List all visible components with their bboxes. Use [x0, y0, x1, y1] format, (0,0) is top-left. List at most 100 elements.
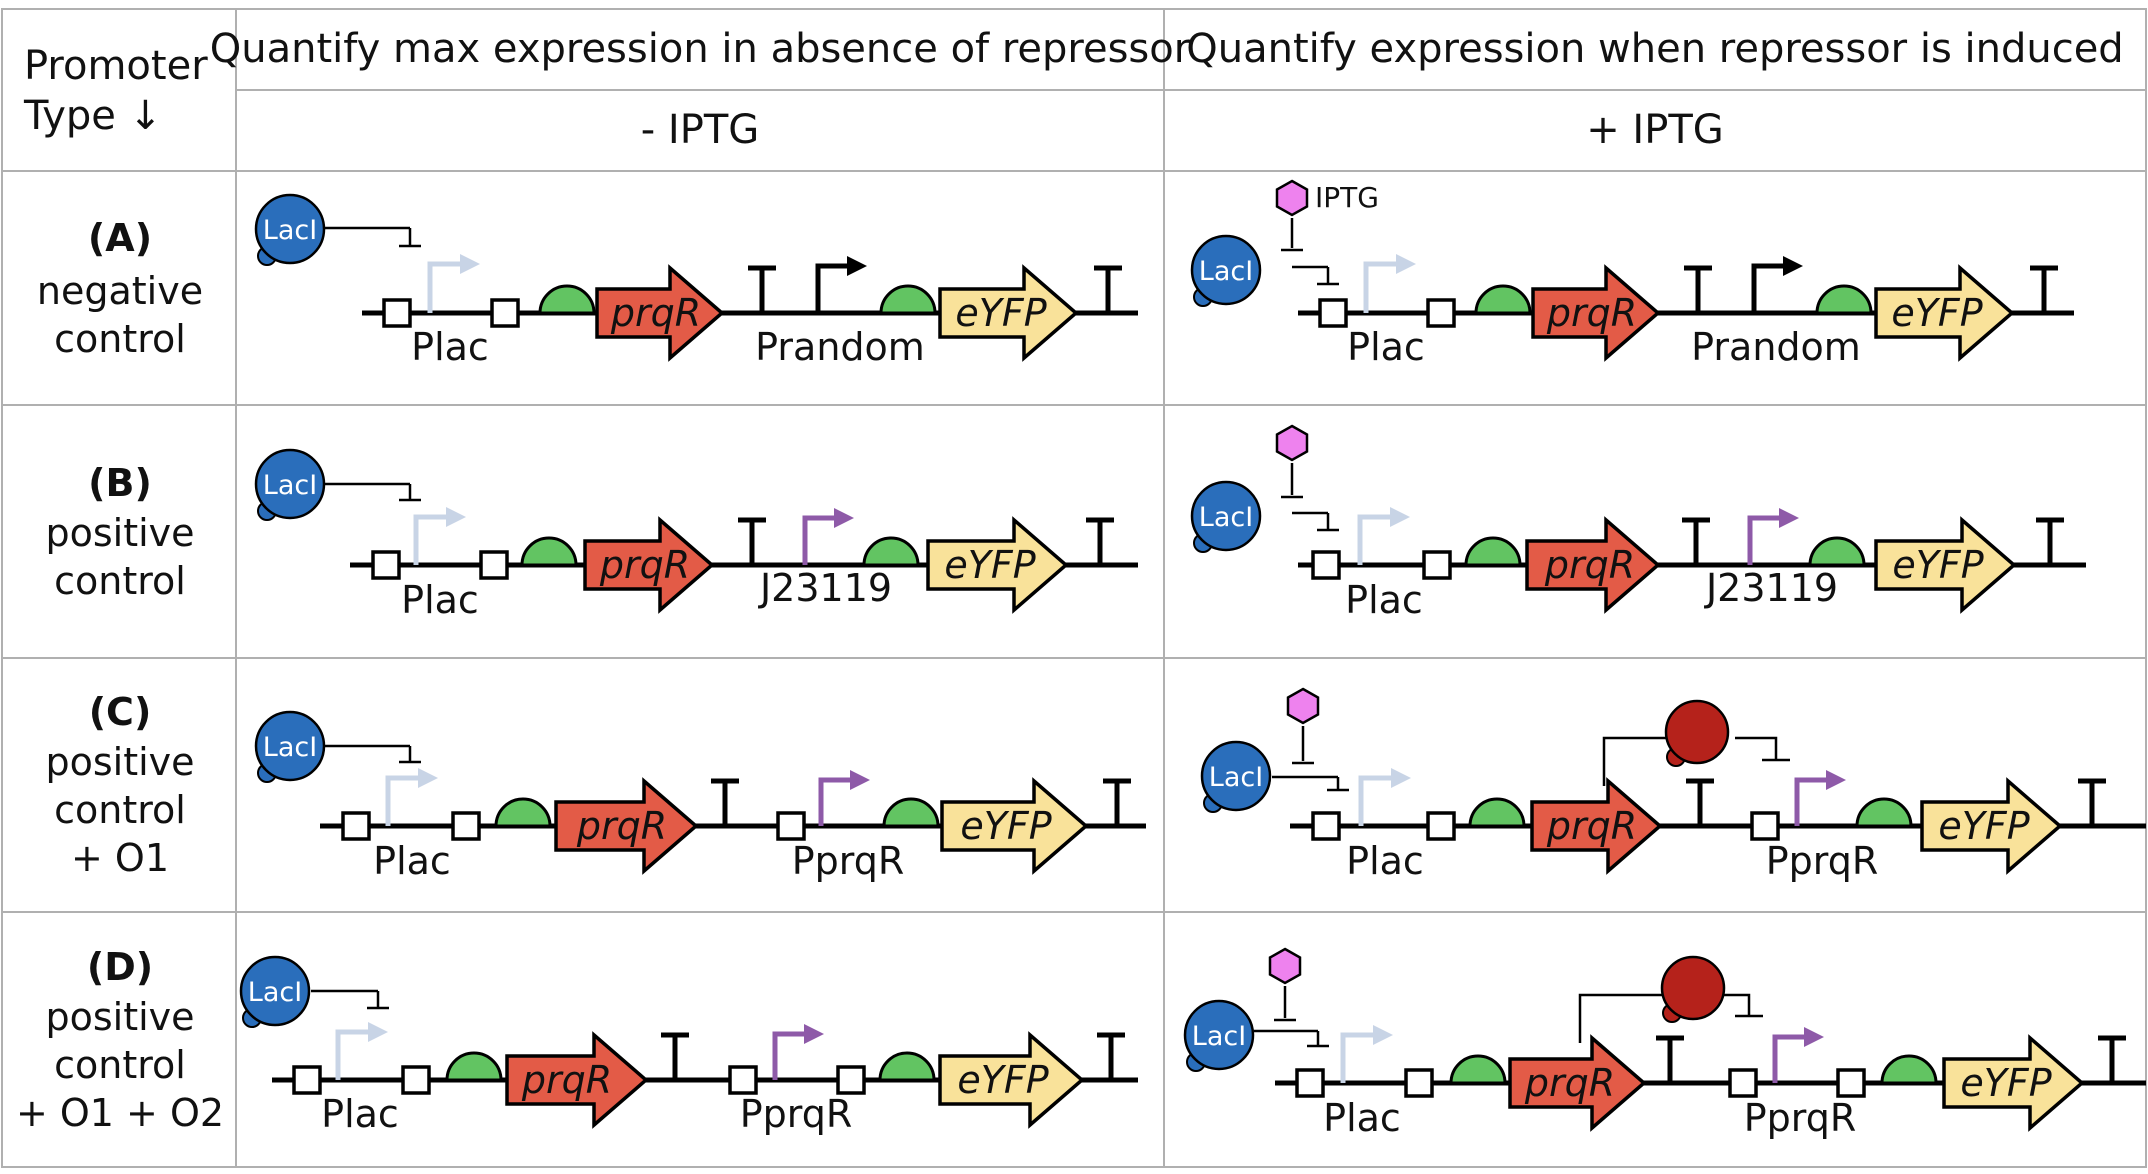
- row-d-id: (D): [87, 945, 153, 989]
- operator-box: [776, 811, 806, 841]
- operator-box: [1295, 1068, 1325, 1098]
- operator-box: [1311, 550, 1341, 580]
- laci-protein: LacI: [254, 193, 326, 266]
- pprqr-promoter-arrow: [1772, 1027, 1824, 1083]
- terminator: [661, 1032, 689, 1080]
- construct-a-minus-iptg: LacI prqR eYFP Plac Prandom: [254, 193, 1138, 369]
- laci-protein: LacI: [254, 448, 326, 521]
- laci-protein: LacI: [1200, 740, 1272, 813]
- construct-d-minus-iptg: LacI prqR eYFP Plac PprqR: [239, 955, 1138, 1136]
- prqr-gene-arrow: [595, 264, 725, 362]
- terminator: [2036, 517, 2064, 565]
- row-c-line3: + O1: [71, 836, 169, 880]
- rbs-shape: [1855, 797, 1913, 828]
- prqr-gene-arrow: [554, 777, 699, 875]
- iptg-hexagon: [1275, 424, 1309, 462]
- prqr-repression-line: [1735, 736, 1778, 760]
- row-header-line1: Promoter: [24, 43, 208, 89]
- eyfp-gene-arrow: [940, 777, 1089, 875]
- condition-minus-iptg: - IPTG: [641, 107, 760, 153]
- plac-promoter-arrow: [427, 254, 480, 313]
- terminator: [1656, 1035, 1684, 1083]
- operator-box: [1728, 1068, 1758, 1098]
- operator-box: [1426, 298, 1456, 328]
- eyfp-gene-arrow: [938, 1031, 1085, 1129]
- eyfp-gene-arrow: [1942, 1034, 2085, 1132]
- prqr-gene-label: prqR: [521, 1058, 612, 1102]
- iptg-hexagon: [1286, 687, 1320, 725]
- pprqr-promoter-arrow: [772, 1024, 824, 1080]
- prqr-gene-label: prqR: [1524, 1061, 1615, 1105]
- operator-box: [479, 550, 509, 580]
- rbs-shape: [1880, 1054, 1938, 1085]
- plac-label: Plac: [1323, 1096, 1401, 1140]
- prandom-label: Prandom: [755, 325, 925, 369]
- terminator: [2098, 1035, 2126, 1083]
- operator-box: [341, 811, 371, 841]
- construct-c-minus-iptg: LacI prqR eYFP Plac PprqR: [254, 710, 1146, 883]
- pprqr-label: PprqR: [792, 839, 905, 883]
- prqr-gene-label: prqR: [610, 291, 701, 335]
- operator-box: [451, 811, 481, 841]
- construct-c-plus-iptg: LacI prqR eYFP Plac PprqR: [1200, 687, 2146, 883]
- prandom-promoter-arrow: [815, 256, 867, 313]
- plac-promoter-arrow: [1358, 768, 1411, 826]
- laci-protein: LacI: [1183, 999, 1255, 1072]
- rbs-shape: [1808, 536, 1866, 567]
- rbs-shape: [1815, 284, 1873, 315]
- rbs-shape: [494, 797, 552, 828]
- plac-label: Plac: [1345, 578, 1423, 622]
- eyfp-gene-label: eYFP: [955, 291, 1046, 335]
- pprqr-label: PprqR: [740, 1092, 853, 1136]
- laci-protein: LacI: [1190, 234, 1262, 307]
- rbs-shape: [879, 284, 937, 315]
- prqr-repression-line: [1578, 993, 1676, 1043]
- plac-promoter-arrow: [1363, 254, 1416, 313]
- j23119-promoter-arrow: [802, 508, 854, 565]
- construct-d-plus-iptg: LacI prqR eYFP Plac PprqR: [1183, 947, 2146, 1140]
- prqr-gene-label: prqR: [1546, 804, 1637, 848]
- operator-box: [1426, 811, 1456, 841]
- laci-label: LacI: [248, 977, 302, 1008]
- operator-box: [382, 298, 412, 328]
- condition-plus-iptg: + IPTG: [1586, 107, 1724, 153]
- eyfp-gene-label: eYFP: [1960, 1061, 2051, 1105]
- rbs-shape: [1468, 797, 1526, 828]
- prqr-gene-label: prqR: [1544, 543, 1635, 587]
- plac-promoter-arrow: [385, 768, 438, 826]
- rbs-shape: [1464, 536, 1522, 567]
- laci-label: LacI: [263, 732, 317, 763]
- row-c-id: (C): [89, 690, 152, 734]
- prqr-gene-arrow: [1508, 1034, 1647, 1132]
- terminator: [2030, 265, 2058, 313]
- plac-label: Plac: [1346, 839, 1424, 883]
- row-b-line2: control: [54, 559, 186, 603]
- plac-promoter-arrow: [1340, 1025, 1393, 1083]
- eyfp-gene-label: eYFP: [957, 1058, 1048, 1102]
- laci-protein: LacI: [239, 955, 311, 1028]
- operator-box: [1836, 1068, 1866, 1098]
- prqr-protein: [1660, 955, 1726, 1023]
- row-d-line3: + O1 + O2: [16, 1091, 224, 1135]
- rbs-shape: [1449, 1054, 1507, 1085]
- row-c-line2: control: [54, 788, 186, 832]
- laci-protein: LacI: [254, 710, 326, 783]
- eyfp-gene-arrow: [926, 516, 1069, 614]
- rbs-shape: [882, 797, 940, 828]
- terminator: [1686, 778, 1714, 826]
- plac-label: Plac: [411, 325, 489, 369]
- laci-label: LacI: [1199, 502, 1253, 533]
- rbs-shape: [520, 536, 578, 567]
- operator-box: [728, 1065, 758, 1095]
- construct-b-minus-iptg: LacI prqR eYFP Plac J23119: [254, 448, 1138, 622]
- table-grid: [1, 8, 2147, 1168]
- prqr-protein: [1664, 699, 1730, 767]
- prqr-gene-arrow: [1525, 516, 1661, 614]
- laci-label: LacI: [1192, 1021, 1246, 1052]
- construct-b-plus-iptg: LacI prqR eYFP Plac J23119: [1190, 424, 2086, 622]
- terminator: [748, 265, 776, 313]
- pprqr-promoter-arrow: [1794, 770, 1846, 826]
- plac-label: Plac: [401, 578, 479, 622]
- plac-label: Plac: [373, 839, 451, 883]
